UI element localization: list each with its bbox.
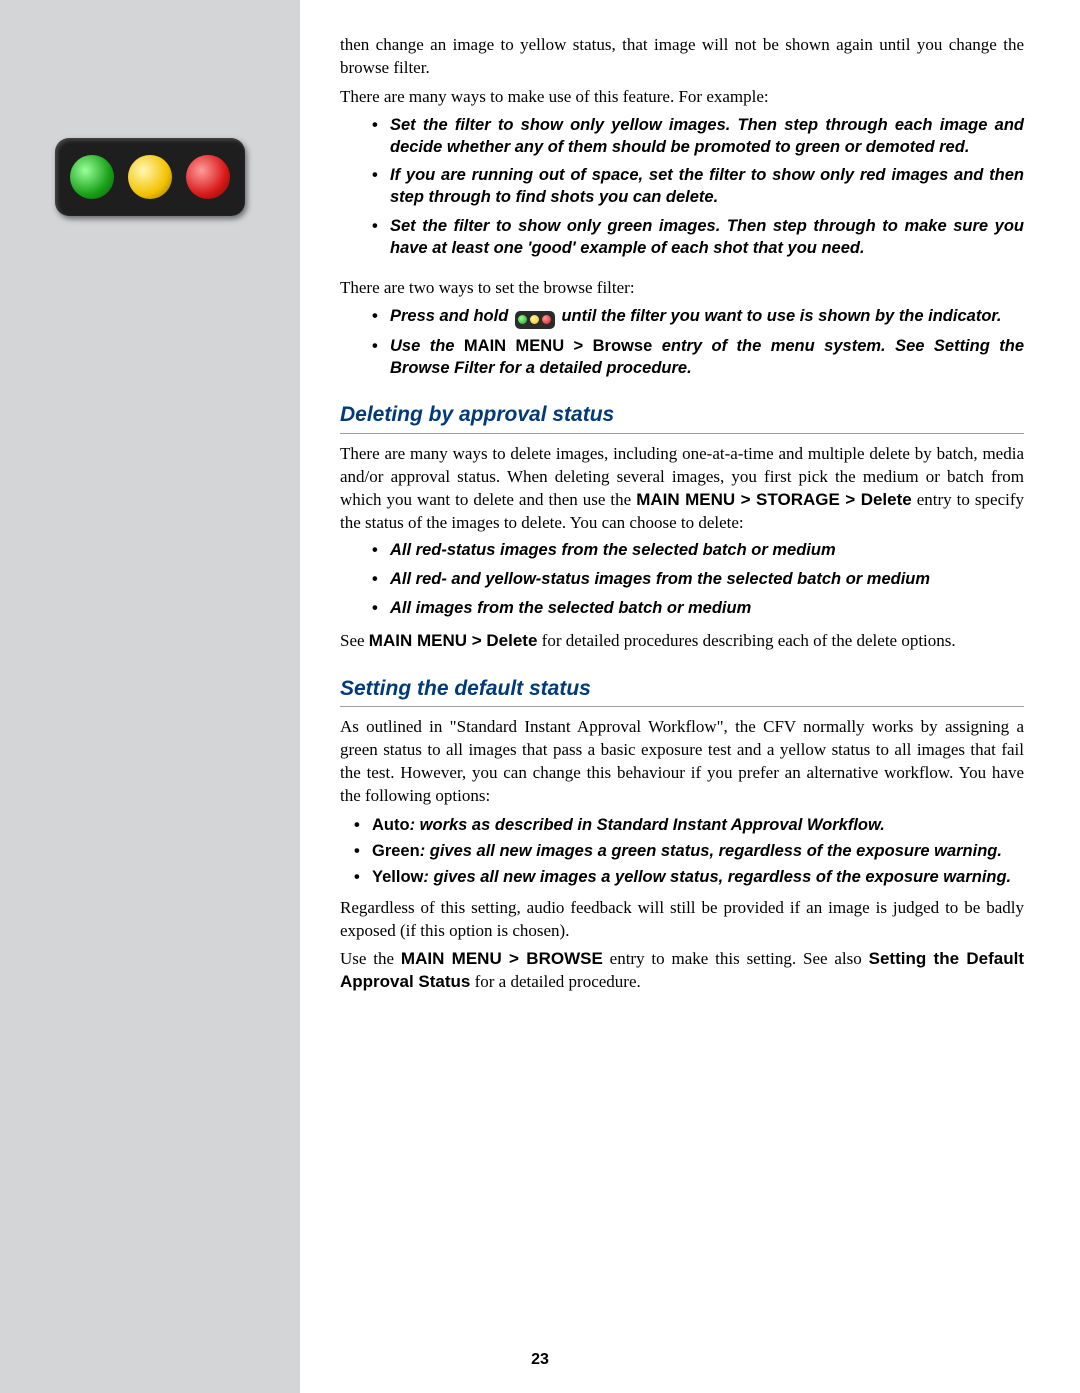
red-light-icon bbox=[186, 155, 230, 199]
ds-p3e: for a detailed procedure. bbox=[470, 972, 640, 991]
sidebar bbox=[0, 0, 300, 1393]
intro-p1: then change an image to yellow status, t… bbox=[340, 34, 1024, 80]
option-auto-label: Auto bbox=[372, 816, 410, 834]
page-root: then change an image to yellow status, t… bbox=[0, 0, 1080, 1393]
default-status-p1: As outlined in "Standard Instant Approva… bbox=[340, 716, 1024, 808]
default-status-p3: Use the MAIN MENU > BROWSE entry to make… bbox=[340, 948, 1024, 994]
inline-green-icon bbox=[518, 315, 527, 324]
entry-of: entry of the menu system. See bbox=[652, 337, 934, 355]
option-yellow-text: : gives all new images a yellow status, … bbox=[423, 868, 1011, 886]
option-auto: Auto: works as described in Standard Ins… bbox=[354, 814, 1024, 836]
option-yellow-label: Yellow bbox=[372, 868, 423, 886]
intro-bullet-1: Set the filter to show only yellow image… bbox=[372, 115, 1024, 159]
main-content: then change an image to yellow status, t… bbox=[300, 0, 1080, 1393]
filter-ways-list: Press and hold until the filter you want… bbox=[340, 306, 1024, 379]
press-hold-post: until the filter you want to use is show… bbox=[557, 307, 1002, 325]
option-green-text: : gives all new images a green status, r… bbox=[420, 842, 1002, 860]
deleting-heading: Deleting by approval status bbox=[340, 401, 1024, 429]
yellow-light-icon bbox=[128, 155, 172, 199]
deleting-menu-delete: MAIN MENU > Delete bbox=[369, 631, 538, 650]
intro-bullet-list: Set the filter to show only yellow image… bbox=[340, 115, 1024, 260]
deleting-p1: There are many ways to delete images, in… bbox=[340, 443, 1024, 535]
intro-bullet-2: If you are running out of space, set the… bbox=[372, 165, 1024, 209]
deleting-bullet-list: All red-status images from the selected … bbox=[340, 540, 1024, 619]
traffic-light-icon bbox=[55, 138, 245, 216]
intro-p3: There are two ways to set the browse fil… bbox=[340, 277, 1024, 300]
ds-menu-browse: MAIN MENU > BROWSE bbox=[401, 949, 603, 968]
main-menu-browse-label: MAIN MENU > Browse bbox=[464, 337, 652, 355]
ds-p3c: entry to make this setting. See also bbox=[603, 949, 869, 968]
deleting-rule bbox=[340, 433, 1024, 434]
ds-p3a: Use the bbox=[340, 949, 401, 968]
intro-bullet-3: Set the filter to show only green images… bbox=[372, 216, 1024, 260]
deleting-bullet-3: All images from the selected batch or me… bbox=[372, 598, 1024, 620]
deleting-menu-path: MAIN MENU > STORAGE > Delete bbox=[636, 490, 912, 509]
option-green: Green: gives all new images a green stat… bbox=[354, 840, 1024, 862]
option-yellow: Yellow: gives all new images a yellow st… bbox=[354, 866, 1024, 888]
inline-yellow-icon bbox=[530, 315, 539, 324]
deleting-p2a: See bbox=[340, 631, 369, 650]
green-light-icon bbox=[70, 155, 114, 199]
for-detailed: for a detailed procedure. bbox=[495, 359, 692, 377]
inline-red-icon bbox=[542, 315, 551, 324]
option-green-label: Green bbox=[372, 842, 420, 860]
filter-way-2: Use the MAIN MENU > Browse entry of the … bbox=[372, 336, 1024, 380]
default-status-options: Auto: works as described in Standard Ins… bbox=[340, 814, 1024, 889]
inline-traffic-icon bbox=[515, 311, 555, 329]
default-status-heading: Setting the default status bbox=[340, 675, 1024, 703]
deleting-p2c: for detailed procedures describing each … bbox=[537, 631, 955, 650]
deleting-bullet-2: All red- and yellow-status images from t… bbox=[372, 569, 1024, 591]
deleting-bullet-1: All red-status images from the selected … bbox=[372, 540, 1024, 562]
intro-p2: There are many ways to make use of this … bbox=[340, 86, 1024, 109]
option-auto-text: : works as described in Standard Instant… bbox=[410, 816, 885, 834]
default-status-rule bbox=[340, 706, 1024, 707]
page-number: 23 bbox=[0, 1351, 1080, 1369]
press-hold-pre: Press and hold bbox=[390, 307, 513, 325]
filter-way-1: Press and hold until the filter you want… bbox=[372, 306, 1024, 329]
default-status-p2: Regardless of this setting, audio feedba… bbox=[340, 897, 1024, 943]
deleting-p2: See MAIN MENU > Delete for detailed proc… bbox=[340, 630, 1024, 653]
use-the: Use the bbox=[390, 337, 464, 355]
